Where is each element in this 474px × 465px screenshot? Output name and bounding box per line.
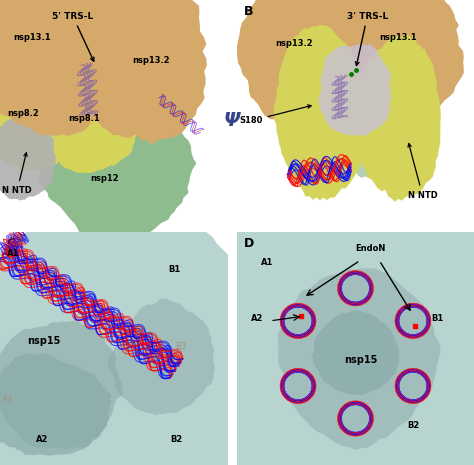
Polygon shape bbox=[0, 114, 56, 200]
Text: A2: A2 bbox=[36, 435, 49, 444]
Polygon shape bbox=[66, 36, 130, 93]
Polygon shape bbox=[161, 159, 474, 465]
Text: S180: S180 bbox=[239, 105, 311, 126]
Polygon shape bbox=[31, 49, 133, 167]
Text: 3' TRS-L: 3' TRS-L bbox=[346, 12, 388, 66]
Text: nsp13.1: nsp13.1 bbox=[14, 33, 51, 41]
Text: 5' TRS-L: 5' TRS-L bbox=[52, 12, 94, 61]
Text: N NTD: N NTD bbox=[408, 144, 438, 199]
Polygon shape bbox=[39, 96, 196, 255]
Text: B2: B2 bbox=[171, 435, 183, 444]
Polygon shape bbox=[64, 0, 207, 145]
Polygon shape bbox=[108, 299, 215, 415]
Text: EndoN: EndoN bbox=[356, 244, 386, 253]
Text: D: D bbox=[244, 237, 255, 250]
Polygon shape bbox=[312, 311, 399, 395]
Text: B: B bbox=[244, 5, 254, 18]
Polygon shape bbox=[0, 320, 123, 449]
Polygon shape bbox=[331, 47, 426, 180]
Text: A: A bbox=[7, 5, 17, 18]
Polygon shape bbox=[236, 0, 380, 127]
Text: nsp13.1: nsp13.1 bbox=[379, 33, 417, 41]
Polygon shape bbox=[0, 0, 127, 136]
Text: nsp13.2: nsp13.2 bbox=[132, 56, 170, 65]
Polygon shape bbox=[318, 44, 391, 136]
Text: nsp13.2: nsp13.2 bbox=[275, 40, 312, 48]
Text: A1: A1 bbox=[261, 258, 273, 267]
Text: B1: B1 bbox=[168, 265, 181, 274]
Text: nsp15: nsp15 bbox=[27, 336, 61, 346]
Text: nsp8.2: nsp8.2 bbox=[7, 109, 38, 118]
Polygon shape bbox=[327, 29, 385, 73]
Polygon shape bbox=[0, 71, 82, 171]
Text: nsp15: nsp15 bbox=[344, 355, 377, 365]
Text: C: C bbox=[7, 237, 16, 250]
Text: A2: A2 bbox=[251, 314, 264, 323]
Text: B2: B2 bbox=[408, 421, 420, 430]
Polygon shape bbox=[0, 200, 275, 465]
Text: N NTD: N NTD bbox=[2, 153, 32, 195]
Text: nsp8.1: nsp8.1 bbox=[68, 114, 100, 123]
Text: B3: B3 bbox=[175, 342, 186, 351]
Polygon shape bbox=[353, 34, 441, 202]
Text: A3: A3 bbox=[2, 395, 13, 404]
Text: nsp12: nsp12 bbox=[91, 174, 119, 183]
Polygon shape bbox=[273, 25, 367, 200]
Polygon shape bbox=[278, 268, 440, 450]
Text: B1: B1 bbox=[431, 314, 444, 323]
Text: Ψ: Ψ bbox=[224, 112, 241, 130]
Polygon shape bbox=[0, 353, 112, 456]
Polygon shape bbox=[332, 0, 464, 130]
Text: A1: A1 bbox=[7, 249, 19, 258]
Polygon shape bbox=[36, 79, 140, 173]
